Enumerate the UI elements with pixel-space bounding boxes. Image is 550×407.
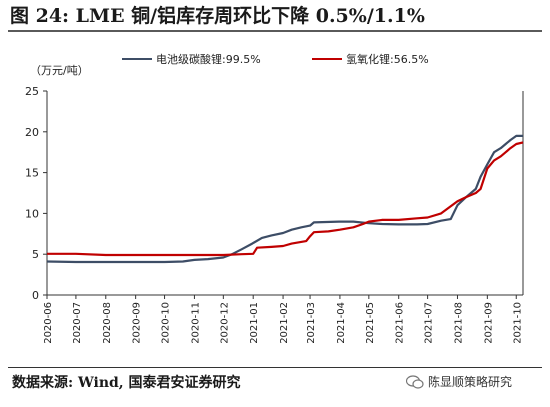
title-underline bbox=[8, 30, 542, 32]
x-tick-label: 2021-07 bbox=[424, 302, 435, 344]
series-line-lithium-carbonate bbox=[46, 134, 523, 264]
x-tick-label: 2021-10 bbox=[512, 302, 523, 344]
x-tick-label: 2021-01 bbox=[249, 302, 260, 344]
watermark-text: 陈显顺策略研究 bbox=[428, 375, 513, 389]
source-divider bbox=[8, 367, 542, 368]
x-tick-label: 2020-07 bbox=[72, 302, 83, 344]
x-tick-label: 2020-12 bbox=[219, 302, 230, 344]
chart-axes: 0 5 10 15 20 25 2020-06 2020-07 2020-08 2020-09 20… bbox=[25, 85, 524, 344]
y-axis-unit-label: （万元/吨） bbox=[30, 64, 89, 77]
x-tick-label: 2021-08 bbox=[453, 302, 464, 344]
y-tick-label: 0 bbox=[32, 289, 39, 302]
series-line-lithium-hydroxide bbox=[47, 141, 524, 257]
figure-title: 图 24: LME 铜/铝库存周环比下降 0.5%/1.1% bbox=[10, 5, 425, 27]
x-tick-label: 2020-10 bbox=[161, 302, 172, 344]
x-tick-label: 2021-02 bbox=[279, 302, 290, 344]
x-tick-label: 2021-06 bbox=[395, 302, 406, 344]
legend-item-lithium-carbonate: 电池级碳酸锂:99.5% bbox=[122, 52, 261, 66]
x-tick-label: 2020-09 bbox=[132, 302, 143, 344]
legend-swatch-lithium-hydroxide bbox=[312, 58, 342, 60]
legend-item-lithium-hydroxide: 氢氧化锂:56.5% bbox=[312, 52, 429, 66]
legend-swatch-lithium-carbonate bbox=[122, 58, 152, 60]
legend-label-lithium-carbonate: 电池级碳酸锂:99.5% bbox=[156, 53, 261, 66]
y-tick-label: 25 bbox=[25, 85, 39, 98]
watermark: 陈显顺策略研究 bbox=[406, 373, 512, 390]
y-tick-label: 10 bbox=[25, 207, 39, 220]
x-tick-label: 2020-08 bbox=[102, 302, 113, 344]
source-note: 数据来源: Wind, 国泰君安证券研究 bbox=[12, 375, 241, 391]
x-tick-label: 2021-03 bbox=[306, 302, 317, 344]
x-tick-label: 2021-05 bbox=[365, 302, 376, 344]
x-tick-label: 2021-09 bbox=[483, 302, 494, 344]
y-tick-label: 15 bbox=[25, 167, 39, 180]
y-tick-label: 5 bbox=[32, 248, 39, 261]
y-tick-label: 20 bbox=[25, 126, 39, 139]
x-tick-label: 2020-06 bbox=[43, 302, 54, 344]
wechat-icon bbox=[406, 374, 424, 389]
legend-label-lithium-hydroxide: 氢氧化锂:56.5% bbox=[346, 53, 429, 66]
chart-series bbox=[46, 134, 524, 264]
x-tick-label: 2020-11 bbox=[190, 302, 201, 344]
x-tick-label: 2021-04 bbox=[336, 302, 347, 344]
